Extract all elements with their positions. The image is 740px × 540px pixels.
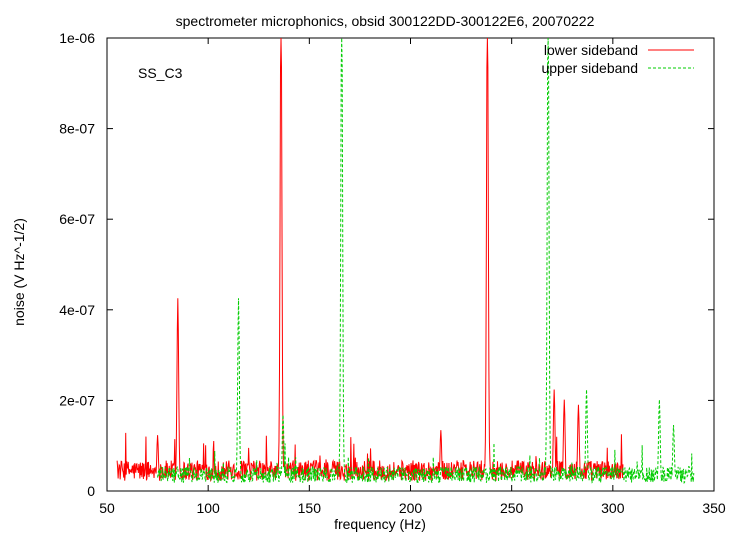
y-tick-label: 2e-07 <box>59 392 95 408</box>
x-axis-label: frequency (Hz) <box>334 516 426 532</box>
x-tick-label: 250 <box>500 500 524 516</box>
x-tick-label: 50 <box>99 500 115 516</box>
y-tick-label: 4e-07 <box>59 302 95 318</box>
x-axis: 50 100 150 200 250 300 350 <box>99 38 726 516</box>
y-axis-label: noise (V Hz^-1/2) <box>11 218 27 326</box>
x-tick-label: 350 <box>702 500 726 516</box>
series-line-upper-sideband <box>157 37 695 485</box>
y-tick-label: 8e-07 <box>59 121 95 137</box>
plot-frame <box>106 37 715 492</box>
x-tick-label: 150 <box>298 500 322 516</box>
y-tick-label: 1e-06 <box>59 30 95 46</box>
legend: lower sideband upper sideband <box>541 42 694 76</box>
y-tick-label: 0 <box>87 483 95 499</box>
x-tick-label: 300 <box>601 500 625 516</box>
y-axis: 0 2e-07 4e-07 6e-07 8e-07 1e-06 <box>59 30 714 499</box>
x-tick-label: 100 <box>196 500 220 516</box>
series-layer <box>116 37 695 485</box>
x-tick-label: 200 <box>399 500 423 516</box>
plot-annotation: SS_C3 <box>138 65 183 81</box>
chart-title: spectrometer microphonics, obsid 300122D… <box>176 13 595 29</box>
legend-label: upper sideband <box>541 60 638 76</box>
y-tick-label: 6e-07 <box>59 211 95 227</box>
legend-label: lower sideband <box>544 42 638 58</box>
